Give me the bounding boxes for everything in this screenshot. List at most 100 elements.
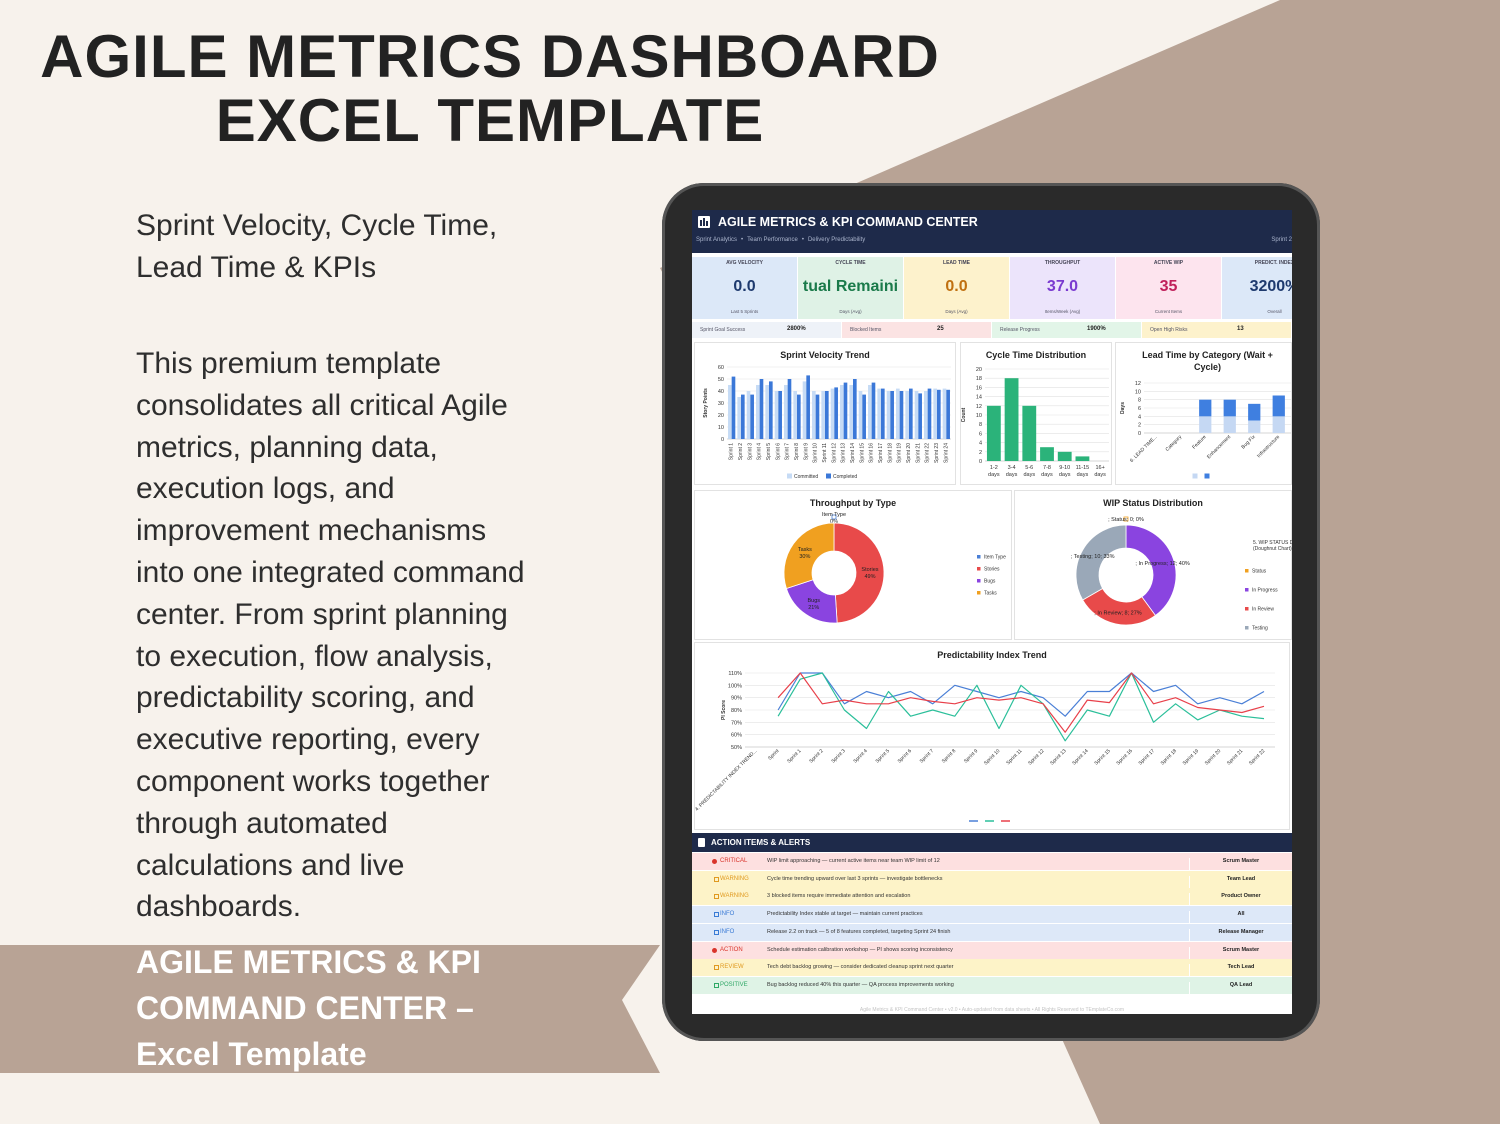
x-tick-label: Sprint 13 xyxy=(841,443,847,463)
x-tick-label: Sprint 10 xyxy=(813,443,819,463)
x-tick-label: Sprint 4 xyxy=(852,748,869,765)
legend-label: Bugs xyxy=(984,579,996,585)
action-level: INFO xyxy=(720,911,735,918)
chart: 0 2 4 6 8 10 12 14 16 18 20 Count xyxy=(961,367,1109,465)
y-tick-label: 40 xyxy=(718,389,724,395)
kpi-strip: Release Progress 1900% xyxy=(992,322,1141,338)
y-tick-label: 20 xyxy=(976,367,982,373)
action-text: Tech debt backlog growing — consider ded… xyxy=(767,964,954,971)
x-tick-label: Sprint 14 xyxy=(850,443,856,463)
bar xyxy=(896,388,900,439)
slice xyxy=(833,522,885,624)
bar xyxy=(741,394,745,439)
kpi-label: AVG VELOCITY xyxy=(726,260,763,266)
bar xyxy=(1223,416,1236,433)
x-tick-label: Sprint 2 xyxy=(808,748,825,765)
bar xyxy=(881,388,885,439)
level-icon xyxy=(714,965,719,971)
x-tick-label: Sprint 17 xyxy=(1138,748,1157,767)
description: predictability scoring, and xyxy=(136,681,475,715)
action-row: WARNING Cycle time trending upward over l… xyxy=(692,870,1292,888)
bar xyxy=(830,388,835,439)
legend-swatch xyxy=(1245,588,1249,592)
action-level: WARNING xyxy=(720,893,749,900)
x-tick-label: Sprint 2 xyxy=(738,443,744,460)
y-tick-label: 70% xyxy=(731,720,742,726)
strip-label: Blocked Items xyxy=(850,327,882,333)
action-text: Schedule estimation calibration workshop… xyxy=(767,946,953,953)
bar xyxy=(778,391,782,439)
y-tick-label: 30 xyxy=(718,401,724,407)
action-owner: Scrum Master xyxy=(1189,946,1292,959)
action-row: INFO Release 2.2 on track — 5 of 8 featur… xyxy=(692,923,1292,941)
action-row: INFO Predictability Index stable at targe… xyxy=(692,906,1292,924)
x-tick-label: Sprint 16 xyxy=(1115,748,1134,767)
strip-value: 25 xyxy=(937,326,944,332)
y-axis-label: Count xyxy=(961,407,967,422)
y-tick-label: 100% xyxy=(728,683,742,689)
strip-value: 13 xyxy=(1237,326,1244,332)
legend-swatch xyxy=(1245,607,1249,611)
slice-label: ; In Progress; 12; 40% xyxy=(1135,561,1190,567)
y-tick-label: 18 xyxy=(976,376,982,382)
legend-label: Tasks xyxy=(984,591,997,597)
action-text: WIP limit approaching — current active i… xyxy=(767,858,940,864)
y-tick-label: 80% xyxy=(731,708,742,714)
chart-title: Throughput by Type xyxy=(809,498,897,508)
banner-text: COMMAND CENTER – xyxy=(136,990,474,1026)
bar xyxy=(840,385,844,439)
bar xyxy=(1272,395,1285,417)
y-tick-label: 60% xyxy=(731,733,742,739)
slice xyxy=(783,522,835,589)
x-tick-label: Sprint 11 xyxy=(1005,748,1023,766)
bar xyxy=(853,379,857,439)
level-icon xyxy=(712,859,717,864)
legend-swatch xyxy=(1245,569,1249,573)
bar xyxy=(899,391,904,439)
bar xyxy=(886,391,891,439)
x-tick-label: Sprint 20 xyxy=(1204,748,1223,767)
level-icon xyxy=(714,912,719,918)
bar xyxy=(793,391,797,439)
bar xyxy=(986,405,1001,461)
x-tick-label: Sprint 15 xyxy=(1093,748,1112,767)
x-tick-label: Sprint 3 xyxy=(747,443,753,460)
action-owner: Team Lead xyxy=(1189,875,1292,888)
x-tick-label: 3-4 days xyxy=(1005,465,1018,478)
separator: • xyxy=(801,237,804,243)
legend-swatch xyxy=(977,567,981,571)
y-tick-label: 0 xyxy=(979,459,982,465)
x-tick-label: Sprint 15 xyxy=(859,443,865,463)
nav-item: Delivery Predictability xyxy=(807,237,866,243)
x-tick-label: Sprint 22 xyxy=(1248,748,1267,767)
action-row: WARNING 3 blocked items require immediate… xyxy=(692,888,1292,906)
level-icon xyxy=(714,982,719,988)
level-icon xyxy=(714,929,719,935)
chart: 50% 60% 70% 80% 90% 100% 110% PI Score 4. PREDIC… xyxy=(695,671,1275,822)
y-tick-label: 8 xyxy=(1138,398,1141,404)
bar xyxy=(728,385,732,439)
kpi-value: 0.0 xyxy=(945,278,968,295)
action-row: ACTION Schedule estimation calibration wo… xyxy=(692,941,1292,959)
x-tick-label: Sprint 21 xyxy=(915,443,921,463)
legend-swatch xyxy=(977,591,981,595)
y-axis-label: Days xyxy=(1120,402,1126,414)
x-tick-label: 16+ days xyxy=(1094,465,1106,478)
x-tick-label: Sprint 21 xyxy=(1226,748,1245,767)
strip-label: Open High Risks xyxy=(1150,327,1188,333)
x-tick-label: Sprint 5 xyxy=(766,443,772,460)
bar xyxy=(797,394,801,439)
legend-label: Completed xyxy=(833,474,857,480)
y-tick-label: 50% xyxy=(731,745,742,751)
bar xyxy=(877,388,881,439)
banner-shape xyxy=(0,945,660,1073)
strip-label: Sprint Goal Success xyxy=(700,327,746,333)
legend-label: Item Type xyxy=(984,555,1006,561)
bar xyxy=(946,389,950,439)
legend-label: Status xyxy=(1252,569,1267,575)
kpi-note: Days (Avg) xyxy=(839,309,862,314)
y-tick-label: 0 xyxy=(721,437,724,443)
x-tick-label: Sprint 5 xyxy=(875,748,892,765)
chart: 0 2 4 6 8 10 12 Days 6. LEAD TIME... Category Feat… xyxy=(1120,381,1291,479)
